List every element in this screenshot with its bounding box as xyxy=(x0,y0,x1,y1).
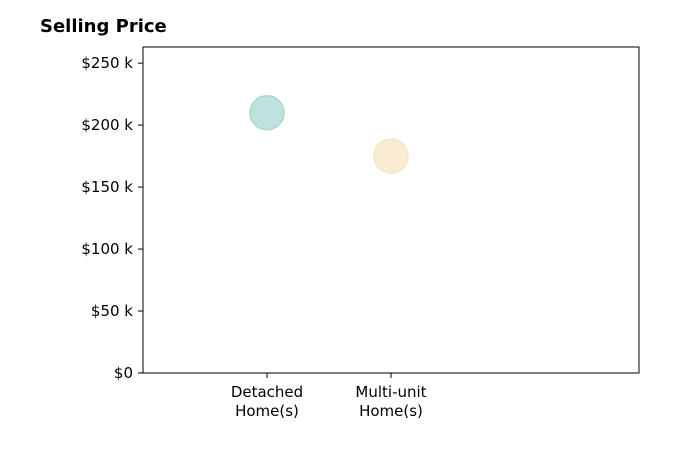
y-tick-label: $50 k xyxy=(91,302,133,320)
chart-title: Selling Price xyxy=(40,16,167,37)
x-tick-label: Detached Home(s) xyxy=(231,383,303,420)
y-tick-label: $150 k xyxy=(81,178,133,196)
x-tick-label: Multi-unit Home(s) xyxy=(355,383,426,420)
data-point xyxy=(249,94,285,131)
y-tick-label: $200 k xyxy=(81,116,133,134)
y-tick-label: $100 k xyxy=(81,240,133,258)
y-tick-label: $250 k xyxy=(81,54,133,72)
y-tick-label: $0 xyxy=(114,364,133,382)
plot-frame xyxy=(142,46,640,374)
data-point xyxy=(373,138,409,174)
